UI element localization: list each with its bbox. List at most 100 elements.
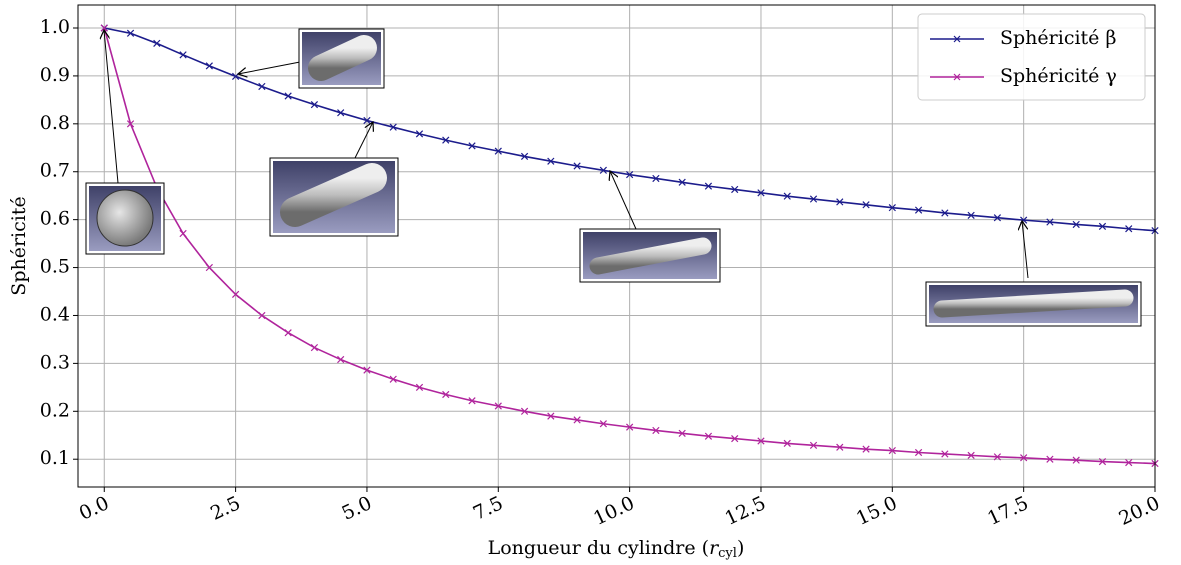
point-marker [1020, 454, 1028, 462]
point-marker [993, 453, 1002, 461]
point-marker [626, 170, 634, 179]
point-marker [1098, 222, 1107, 230]
capsule [589, 237, 712, 275]
legend-label: Sphéricité β [1000, 27, 1116, 49]
point-marker [1072, 220, 1080, 229]
capsule [280, 163, 387, 227]
point-marker [520, 407, 529, 415]
point-marker [442, 390, 450, 399]
point-marker [337, 109, 345, 117]
legend: Sphéricité β Sphéricité γ [917, 13, 1146, 101]
point-marker [1072, 456, 1080, 464]
point-marker [757, 437, 765, 445]
point-marker [836, 198, 844, 206]
point-marker [520, 152, 529, 161]
point-marker [415, 130, 424, 138]
point-marker [231, 290, 240, 299]
x-tick-label: 10.0 [590, 492, 638, 530]
y-tick-label: 0.9 [40, 64, 70, 86]
arrow [1022, 221, 1029, 279]
arrow [104, 30, 119, 184]
point-marker [652, 426, 660, 435]
point-marker [678, 178, 686, 186]
y-tick-label: 0.1 [40, 447, 70, 469]
y-tick-label: 0.3 [40, 351, 70, 373]
capsule [933, 289, 1134, 318]
point-marker [205, 263, 213, 272]
point-marker [494, 147, 502, 155]
y-tick-label: 0.4 [40, 303, 70, 325]
point-marker [258, 82, 266, 91]
point-marker [1125, 458, 1133, 467]
y-tick-label: 0.7 [40, 160, 70, 182]
point-marker [941, 209, 949, 217]
y-tick-label: 1.0 [40, 16, 70, 38]
point-marker [914, 448, 923, 457]
point-marker [731, 434, 739, 443]
point-marker [704, 432, 713, 440]
arrow [610, 171, 637, 230]
point-marker [258, 311, 266, 320]
point-marker [310, 343, 319, 352]
point-marker [126, 120, 135, 128]
x-tick-label: 2.5 [207, 492, 244, 525]
x-tick-label: 15.0 [853, 492, 901, 530]
legend-marker [953, 35, 961, 43]
arrow [238, 61, 301, 74]
point-marker [1098, 457, 1107, 466]
point-marker [731, 185, 739, 194]
x-tick-label: 20.0 [1116, 492, 1164, 530]
y-tick-label: 0.6 [40, 208, 70, 230]
arrow [354, 122, 373, 159]
point-marker [993, 214, 1002, 222]
point-marker [310, 101, 319, 109]
point-marker [652, 174, 660, 183]
sphere [96, 189, 154, 247]
point-marker [599, 420, 607, 428]
point-marker [888, 204, 896, 212]
x-tick-label: 0.0 [76, 492, 113, 525]
point-marker [888, 446, 896, 455]
x-tick-label: 7.5 [470, 492, 507, 525]
point-marker [967, 211, 975, 219]
point-marker [284, 329, 292, 337]
axes-frame [77, 4, 1156, 488]
x-label-subscript: cyl [718, 546, 737, 561]
point-marker [599, 166, 607, 174]
point-marker [704, 182, 713, 190]
point-marker [573, 162, 581, 170]
point-marker [547, 412, 555, 420]
point-marker [179, 51, 187, 59]
point-marker [1046, 455, 1054, 463]
point-marker [337, 355, 345, 364]
x-label-symbol: r [709, 537, 720, 559]
legend-frame [917, 13, 1146, 101]
x-tick-label: 5.0 [338, 492, 375, 525]
point-marker [573, 416, 581, 424]
point-marker [862, 201, 870, 209]
x-axis-label: Longueur du cylindre (rcyl) [488, 537, 745, 561]
point-marker [678, 429, 686, 437]
point-marker [363, 366, 371, 374]
point-marker [442, 136, 450, 144]
y-tick-label: 0.8 [40, 112, 70, 134]
point-marker [862, 445, 870, 453]
x-label-text: Longueur du cylindre ( [488, 537, 709, 559]
y-axis-label: Sphéricité [8, 196, 30, 295]
point-marker [205, 62, 213, 70]
point-marker [468, 397, 476, 405]
point-marker [284, 92, 292, 100]
point-marker [389, 375, 397, 383]
x-tick-label: 12.5 [722, 492, 770, 530]
point-marker [415, 383, 424, 391]
point-marker [967, 451, 975, 460]
legend-marker [953, 73, 961, 81]
y-tick-label: 0.2 [40, 399, 70, 421]
x-label-text: ) [737, 537, 744, 559]
point-marker [809, 441, 818, 449]
point-marker [783, 192, 791, 200]
point-marker [468, 142, 476, 150]
point-marker [389, 123, 397, 131]
point-marker [547, 157, 555, 165]
point-marker [126, 29, 135, 37]
